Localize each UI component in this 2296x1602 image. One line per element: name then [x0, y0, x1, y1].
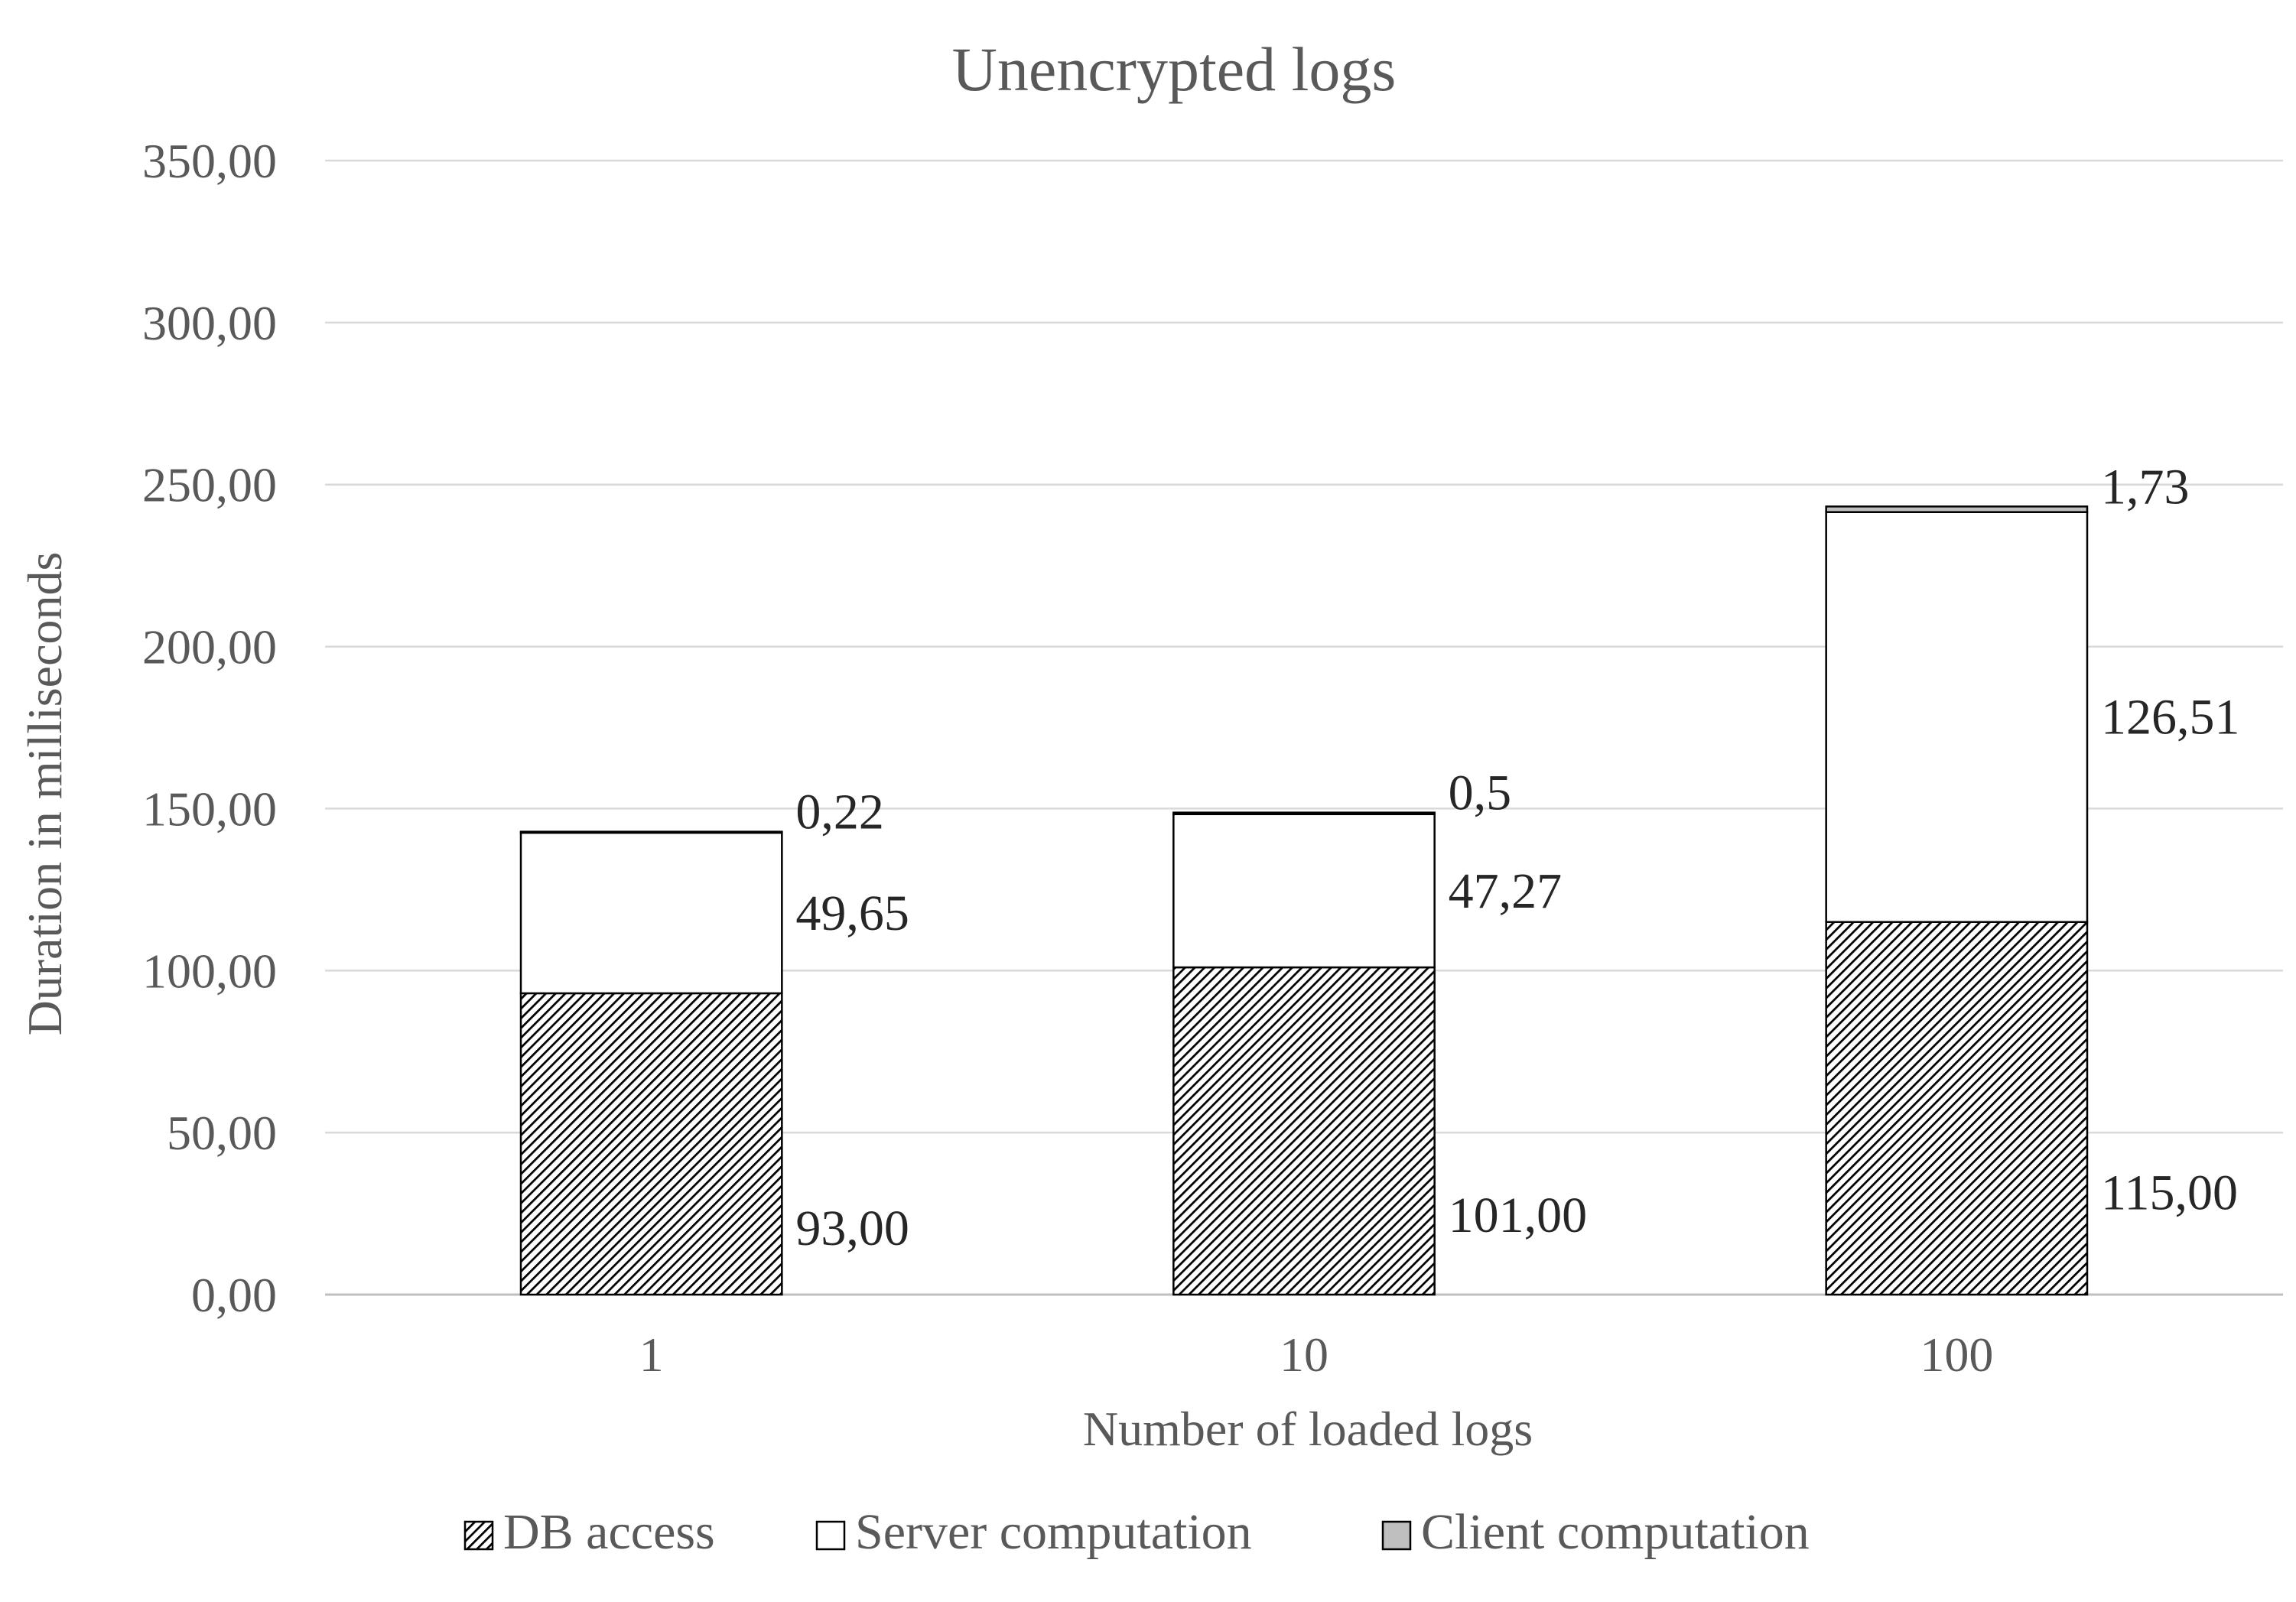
legend-label: Client computation [1421, 1504, 1810, 1560]
bar-segment [519, 831, 783, 995]
legend: DB access Server computation Client comput… [463, 1504, 1810, 1560]
bar-segment [1825, 921, 2089, 1296]
y-axis-title: Duration in milliseconds [18, 552, 72, 1036]
data-label: 101,00 [1449, 1188, 1587, 1243]
y-tick-label: 350,00 [142, 134, 277, 188]
data-label: 0,22 [795, 785, 884, 840]
bars [519, 505, 2089, 1296]
data-label: 0,5 [1449, 765, 1512, 821]
legend-item: Client computation [1381, 1504, 1810, 1560]
x-axis-ticks: 1 10 100 [639, 1327, 1994, 1382]
bar-segment [1825, 505, 2089, 513]
data-label: 126,51 [2101, 690, 2240, 746]
legend-swatch [815, 1520, 846, 1551]
data-label: 1,73 [2101, 459, 2190, 515]
legend-label: DB access [503, 1504, 715, 1560]
x-tick-label: 100 [1920, 1327, 1993, 1382]
legend-item: DB access [463, 1504, 715, 1560]
bar-segment [1172, 811, 1436, 816]
data-label: 115,00 [2101, 1165, 2238, 1220]
y-tick-label: 100,00 [142, 944, 277, 998]
y-tick-label: 250,00 [142, 458, 277, 512]
bar-segment [1172, 966, 1436, 1296]
y-axis-ticks: 0,00 50,00 100,00 150,00 200,00 250,00 300,00 3… [142, 134, 277, 1322]
data-label: 47,27 [1449, 863, 1563, 919]
x-tick-label: 10 [1280, 1327, 1328, 1382]
y-tick-label: 300,00 [142, 296, 277, 350]
data-labels: 93,00 49,65 0,22 101,00 47,27 0,5 115,00 126,51… [795, 459, 2239, 1256]
y-tick-label: 50,00 [167, 1106, 277, 1160]
legend-label: Server computation [855, 1504, 1252, 1560]
bar-segment [1172, 813, 1436, 969]
legend-swatch [1381, 1520, 1412, 1551]
y-tick-label: 150,00 [142, 782, 277, 836]
data-label: 49,65 [795, 885, 909, 941]
x-axis-title: Number of loaded logs [1083, 1402, 1533, 1456]
bar-segment [1825, 511, 2089, 923]
y-tick-label: 0,00 [191, 1268, 277, 1322]
bar-segment [519, 830, 783, 834]
x-tick-label: 1 [639, 1327, 664, 1382]
legend-swatch [463, 1520, 494, 1551]
chart-title: Unencrypted logs [952, 34, 1397, 104]
y-tick-label: 200,00 [142, 620, 277, 674]
legend-item: Server computation [815, 1504, 1252, 1560]
bar-segment [519, 992, 783, 1296]
data-label: 93,00 [795, 1201, 909, 1256]
